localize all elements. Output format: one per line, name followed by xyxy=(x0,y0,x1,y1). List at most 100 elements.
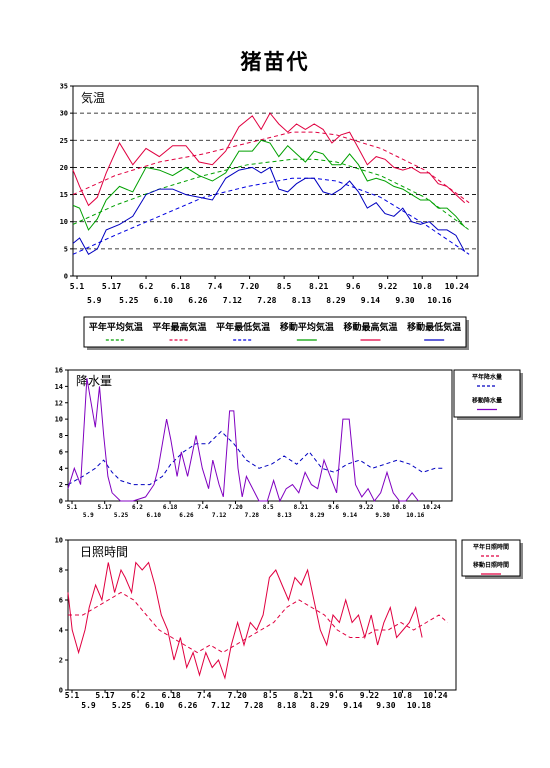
y-tick-label: 6 xyxy=(59,448,63,456)
x-tick-label: 8.13 xyxy=(292,296,311,305)
x-tick-label: 5.9 xyxy=(83,512,94,519)
y-tick-label: 0 xyxy=(59,498,63,506)
x-tick-label: 6.18 xyxy=(171,282,190,291)
x-tick-label: 8.21 xyxy=(294,691,313,700)
series-line-1 xyxy=(67,430,444,486)
legend-box xyxy=(461,539,521,577)
y-tick-label: 25 xyxy=(60,137,68,145)
x-tick-label: 5.25 xyxy=(114,512,129,519)
legend-label: 移動降水量 xyxy=(472,397,502,405)
legend-label: 移動最高気温 xyxy=(343,321,397,333)
y-tick-label: 5 xyxy=(64,245,68,253)
x-tick-label: 5.9 xyxy=(81,701,96,710)
chart-title: 日照時間 xyxy=(80,545,128,559)
legend-label: 平年日照時間 xyxy=(473,543,509,551)
y-tick-label: 20 xyxy=(60,164,68,172)
x-tick-label: 10.16 xyxy=(427,296,451,305)
x-tick-label: 5.17 xyxy=(97,504,112,511)
x-tick-label: 9.6 xyxy=(346,282,361,291)
x-tick-label: 7.20 xyxy=(240,282,259,291)
x-tick-label: 7.12 xyxy=(212,512,227,519)
x-tick-label: 6.10 xyxy=(147,512,162,519)
x-tick-label: 8.5 xyxy=(263,504,274,511)
y-tick-label: 8 xyxy=(59,432,63,440)
x-tick-label: 7.20 xyxy=(228,504,243,511)
x-tick-label: 5.25 xyxy=(112,701,131,710)
y-tick-label: 15 xyxy=(60,191,68,199)
y-tick-label: 4 xyxy=(59,627,63,635)
x-tick-label: 7.12 xyxy=(211,701,230,710)
x-tick-label: 6.10 xyxy=(145,701,164,710)
x-tick-label: 9.22 xyxy=(360,691,379,700)
x-tick-label: 8.13 xyxy=(277,512,292,519)
y-tick-label: 0 xyxy=(64,273,68,281)
x-tick-label: 6.18 xyxy=(161,691,180,700)
series-line-1 xyxy=(68,591,448,654)
legend-label: 移動日照時間 xyxy=(473,561,509,569)
x-tick-label: 9.6 xyxy=(329,691,344,700)
chart-title: 降水量 xyxy=(76,374,112,388)
x-tick-label: 6.26 xyxy=(188,296,207,305)
x-tick-label: 9.6 xyxy=(328,504,339,511)
x-tick-label: 5.1 xyxy=(70,282,85,291)
x-tick-label: 5.1 xyxy=(67,504,78,511)
x-tick-label: 8.21 xyxy=(294,504,309,511)
x-tick-label: 8.21 xyxy=(309,282,328,291)
x-tick-label: 10.8 xyxy=(392,504,407,511)
x-tick-label: 9.22 xyxy=(378,282,397,291)
legend-label: 移動最低気温 xyxy=(407,321,461,333)
x-tick-label: 7.4 xyxy=(197,691,212,700)
x-tick-label: 7.4 xyxy=(208,282,223,291)
y-tick-label: 30 xyxy=(60,110,68,118)
x-tick-label: 8.29 xyxy=(326,296,345,305)
chart-title: 気温 xyxy=(81,90,105,105)
legend: 平年平均気温 平年最高気温 平年最低気温 移動平均気温 移動最高気温 移動最低気温 xyxy=(83,316,469,350)
y-tick-label: 2 xyxy=(59,657,63,665)
x-tick-label: 7.28 xyxy=(257,296,276,305)
x-tick-label: 9.14 xyxy=(343,701,362,710)
x-tick-label: 9.30 xyxy=(375,512,390,519)
legend-box xyxy=(83,316,467,348)
y-tick-label: 10 xyxy=(55,537,63,545)
y-tick-label: 6 xyxy=(59,597,63,605)
x-tick-label: 9.14 xyxy=(361,296,380,305)
x-tick-label: 9.30 xyxy=(376,701,395,710)
x-tick-label: 10.24 xyxy=(423,691,447,700)
x-tick-label: 8.29 xyxy=(310,701,329,710)
x-tick-label: 5.17 xyxy=(95,691,114,700)
x-tick-label: 7.28 xyxy=(245,512,260,519)
x-tick-label: 7.28 xyxy=(244,701,263,710)
x-tick-label: 9.22 xyxy=(359,504,374,511)
x-tick-label: 8.5 xyxy=(263,691,278,700)
plot-frame xyxy=(67,539,457,691)
x-tick-label: 5.25 xyxy=(119,296,138,305)
series-line-3 xyxy=(72,177,470,255)
y-tick-label: 35 xyxy=(60,83,68,91)
x-tick-label: 7.12 xyxy=(223,296,242,305)
x-tick-label: 9.14 xyxy=(343,512,358,519)
series-line-5 xyxy=(72,112,466,207)
series-line-2 xyxy=(67,561,423,680)
legend-label: 移動平均気温 xyxy=(280,321,334,333)
plot-frame xyxy=(67,369,453,502)
page-title: 猪苗代 xyxy=(240,50,310,74)
x-tick-label: 6.10 xyxy=(154,296,173,305)
x-tick-label: 10.16 xyxy=(406,512,424,519)
legend-label: 平年最高気温 xyxy=(152,321,206,333)
x-tick-label: 6.2 xyxy=(131,691,146,700)
y-tick-label: 0 xyxy=(59,687,63,695)
x-tick-label: 5.17 xyxy=(102,282,121,291)
x-tick-label: 5.9 xyxy=(87,296,102,305)
legend-label: 平年最低気温 xyxy=(216,321,270,333)
chart-2: 0 2 4 6 8 10 12 14 16 5.1 5.17 6.2 6.18 7.4 7.20 8.5 8.2… xyxy=(55,367,523,519)
x-tick-label: 10.8 xyxy=(413,282,432,291)
x-tick-label: 10.8 xyxy=(393,691,412,700)
plot-frame xyxy=(72,85,479,277)
x-tick-label: 7.4 xyxy=(197,504,208,511)
y-tick-label: 12 xyxy=(55,399,63,407)
